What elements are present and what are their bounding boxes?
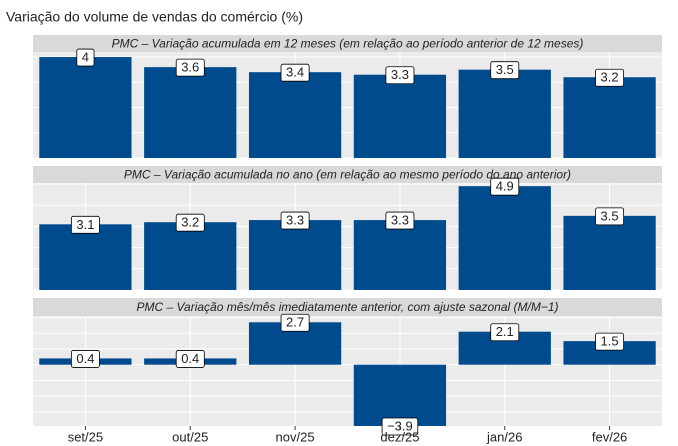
- value-label: 2.7: [286, 315, 304, 330]
- value-label: 4.9: [496, 179, 514, 194]
- chart-title: Variação do volume de vendas do comércio…: [6, 9, 303, 25]
- value-label-box: [280, 313, 310, 332]
- value-label: −3.9: [387, 418, 413, 433]
- value-label: 3.6: [181, 60, 199, 75]
- panel: [33, 52, 662, 158]
- value-label: 3.4: [286, 65, 304, 80]
- value-label-box: [280, 63, 310, 82]
- bar: [353, 74, 447, 158]
- value-label: 1.5: [601, 334, 619, 349]
- panel: [33, 316, 662, 426]
- value-label: 4: [82, 49, 89, 64]
- value-label-box: [595, 332, 625, 351]
- value-label-box: [595, 68, 625, 87]
- value-label-box: [70, 215, 100, 234]
- value-label: 3.3: [391, 213, 409, 228]
- value-label: 3.2: [601, 70, 619, 85]
- x-tick-label: nov/25: [276, 429, 315, 444]
- x-tick-label: jan/26: [486, 429, 522, 444]
- value-label: 3.5: [496, 62, 514, 77]
- strip-title: PMC – Variação mês/mês imediatamente ant…: [136, 300, 558, 314]
- value-label-box: [70, 350, 100, 368]
- bar: [458, 69, 551, 158]
- strip-title: PMC – Variação acumulada em 12 meses (em…: [112, 37, 584, 51]
- value-label-box: [175, 213, 205, 232]
- bar: [353, 220, 447, 290]
- bar: [353, 364, 447, 426]
- bar: [39, 57, 132, 158]
- bar: [458, 186, 551, 290]
- value-label: 0.4: [76, 351, 94, 366]
- value-label-box: [490, 323, 520, 342]
- value-label-box: [385, 66, 415, 85]
- x-tick-label: out/25: [172, 429, 208, 444]
- strip: [33, 35, 662, 52]
- bar: [248, 220, 342, 290]
- value-label: 2.1: [496, 324, 514, 339]
- value-label-box: [385, 211, 415, 230]
- value-label-box: [595, 207, 625, 226]
- x-tick-label: set/25: [68, 429, 103, 444]
- value-label-box: [76, 48, 95, 67]
- value-label: 3.2: [181, 215, 199, 230]
- value-label-box: [490, 177, 520, 196]
- x-tick-label: fev/26: [592, 429, 627, 444]
- value-label: 0.4: [181, 351, 199, 366]
- value-label-box: [280, 211, 310, 230]
- bar: [144, 222, 237, 290]
- value-label: 3.1: [76, 217, 94, 232]
- panel: [33, 183, 662, 290]
- bar: [563, 341, 656, 365]
- bar: [563, 215, 656, 290]
- x-tick-label: dez/25: [380, 429, 419, 444]
- value-label: 3.5: [601, 208, 619, 223]
- value-label-box: [175, 58, 205, 77]
- bar: [248, 72, 342, 158]
- value-label: 3.3: [286, 213, 304, 228]
- value-label-box: [490, 61, 520, 80]
- strip-title: PMC – Variação acumulada no ano (em rela…: [124, 168, 571, 182]
- bar: [563, 77, 656, 158]
- bar: [39, 224, 132, 290]
- strip: [33, 298, 662, 316]
- bar: [144, 67, 237, 158]
- value-label: 3.3: [391, 67, 409, 82]
- value-label-box: [175, 350, 205, 368]
